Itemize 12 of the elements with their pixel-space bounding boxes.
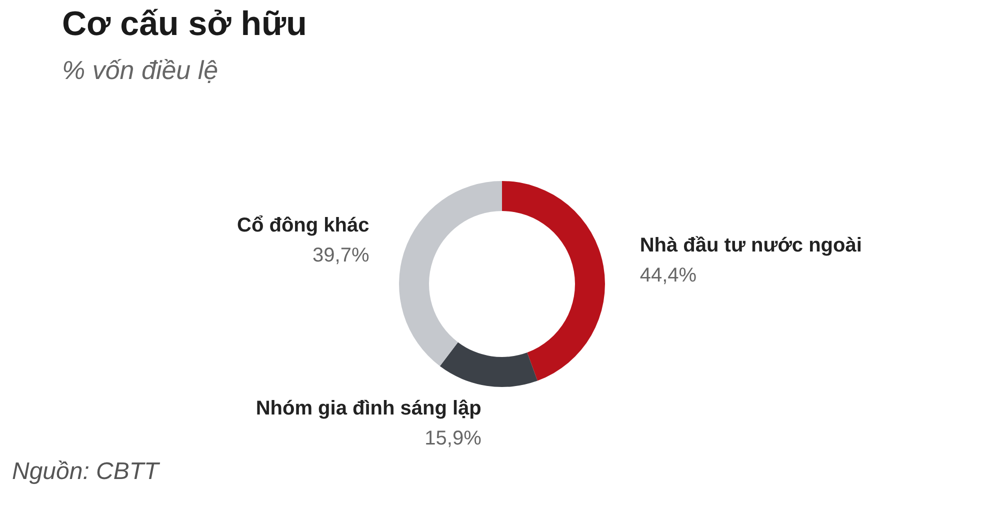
data-label: 15,9% xyxy=(424,427,482,450)
donut-slice xyxy=(399,181,502,366)
chart-subtitle: % vốn điều lệ xyxy=(62,55,218,85)
slice-label: Nhà đầu tư nước ngoài xyxy=(640,234,862,256)
donut-slice xyxy=(502,181,605,381)
text: Nguồn: CBTT xyxy=(12,458,162,485)
slice-label: Cổ đông khác xyxy=(237,214,370,236)
data-label: 44,4% xyxy=(640,264,697,286)
data-label: 39,7% xyxy=(312,244,370,266)
chart-title: Cơ cấu sở hữu xyxy=(62,5,307,43)
slice-label: Nhóm gia đình sáng lập xyxy=(256,397,482,420)
donut-slice xyxy=(440,342,538,387)
